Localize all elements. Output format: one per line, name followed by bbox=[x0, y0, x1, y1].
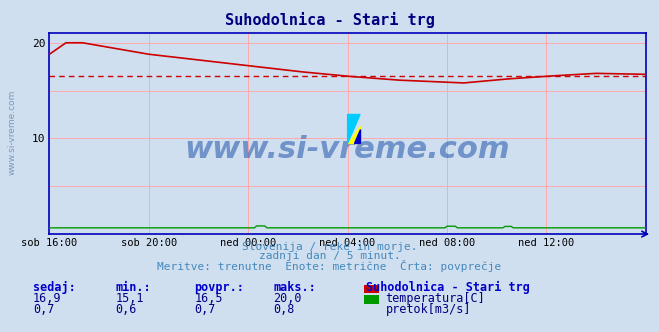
Text: Suhodolnica - Stari trg: Suhodolnica - Stari trg bbox=[225, 12, 434, 28]
Polygon shape bbox=[348, 126, 360, 143]
Text: 15,1: 15,1 bbox=[115, 292, 144, 305]
Text: 0,7: 0,7 bbox=[33, 303, 54, 316]
Polygon shape bbox=[348, 115, 360, 143]
Text: www.si-vreme.com: www.si-vreme.com bbox=[185, 135, 511, 164]
Polygon shape bbox=[354, 129, 360, 143]
Text: Meritve: trenutne  Enote: metrične  Črta: povprečje: Meritve: trenutne Enote: metrične Črta: … bbox=[158, 260, 501, 272]
Text: min.:: min.: bbox=[115, 281, 151, 293]
Text: povpr.:: povpr.: bbox=[194, 281, 244, 293]
Text: 16,5: 16,5 bbox=[194, 292, 223, 305]
Text: Suhodolnica - Stari trg: Suhodolnica - Stari trg bbox=[366, 281, 530, 293]
Text: 20,0: 20,0 bbox=[273, 292, 302, 305]
Text: www.si-vreme.com: www.si-vreme.com bbox=[8, 90, 17, 176]
Text: temperatura[C]: temperatura[C] bbox=[386, 292, 485, 305]
Text: sedaj:: sedaj: bbox=[33, 281, 76, 293]
Text: pretok[m3/s]: pretok[m3/s] bbox=[386, 303, 471, 316]
Text: 0,6: 0,6 bbox=[115, 303, 136, 316]
Text: 16,9: 16,9 bbox=[33, 292, 61, 305]
Text: zadnji dan / 5 minut.: zadnji dan / 5 minut. bbox=[258, 251, 401, 261]
Text: 0,8: 0,8 bbox=[273, 303, 295, 316]
Text: Slovenija / reke in morje.: Slovenija / reke in morje. bbox=[242, 242, 417, 252]
Text: 0,7: 0,7 bbox=[194, 303, 215, 316]
Text: maks.:: maks.: bbox=[273, 281, 316, 293]
